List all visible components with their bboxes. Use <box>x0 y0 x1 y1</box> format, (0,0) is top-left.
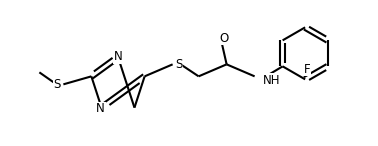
Text: S: S <box>54 78 61 91</box>
Text: F: F <box>304 63 310 76</box>
Text: S: S <box>175 58 182 71</box>
Text: N: N <box>114 51 122 64</box>
Text: NH: NH <box>263 74 280 87</box>
Text: N: N <box>96 102 105 115</box>
Text: O: O <box>219 32 228 45</box>
